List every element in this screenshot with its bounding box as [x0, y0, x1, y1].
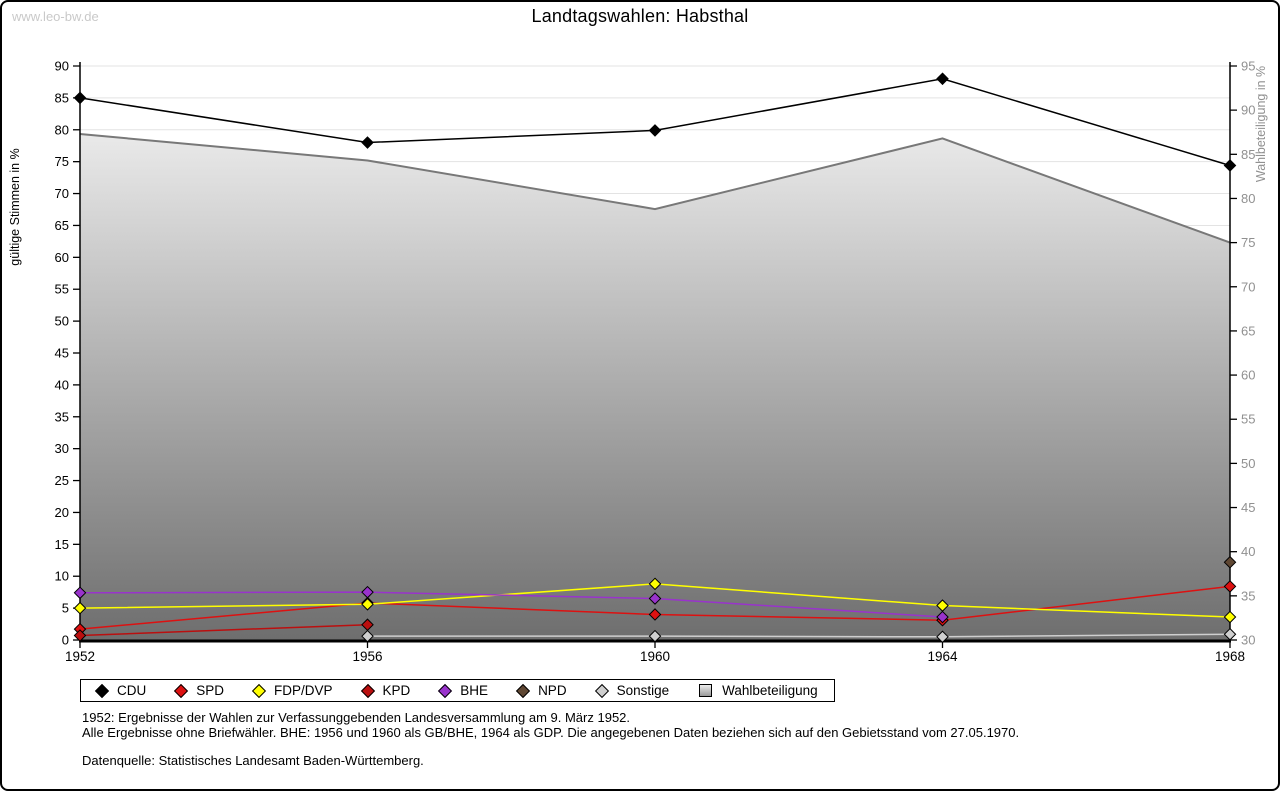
kpd-marker-icon: [360, 683, 375, 698]
fdp-dvp-marker-icon: [251, 683, 267, 698]
svg-text:85: 85: [55, 90, 69, 105]
svg-text:1960: 1960: [640, 649, 670, 664]
series-fdp-dvp: [73, 577, 1237, 624]
svg-text:15: 15: [55, 537, 69, 552]
data-source-note: Datenquelle: Statistisches Landesamt Bad…: [82, 753, 424, 768]
series-bhe: [73, 585, 949, 624]
svg-text:55: 55: [55, 282, 69, 297]
left-axis-ticks: 0 5 10 15 20 25 30 35 40 45 50 55 60 65 …: [55, 59, 80, 648]
svg-text:70: 70: [1241, 279, 1255, 294]
chart-legend: CDU SPD FDP/DVP KPD BHE NPD Sonstige Wahlbeteil…: [80, 679, 835, 702]
series-kpd: [73, 618, 374, 642]
svg-text:80: 80: [1241, 191, 1255, 206]
svg-text:1964: 1964: [927, 649, 958, 664]
series-wahlbeteiligung: [79, 133, 1231, 640]
cdu-marker-icon: [94, 683, 110, 698]
legend-item-sonstige: Sonstige: [594, 683, 670, 698]
svg-text:5: 5: [62, 601, 69, 616]
page-title: Landtagswahlen: Habsthal: [531, 6, 749, 26]
svg-text:35: 35: [1241, 588, 1255, 603]
bhe-marker-icon: [438, 683, 453, 698]
site-watermark: www.leo-bw.de: [12, 9, 99, 24]
svg-text:70: 70: [55, 186, 69, 201]
legend-label: KPD: [382, 683, 411, 698]
series-npd: [1223, 555, 1237, 569]
legend-item-kpd: KPD: [360, 683, 411, 698]
svg-text:30: 30: [55, 441, 69, 456]
svg-text:50: 50: [55, 314, 69, 329]
legend-label: CDU: [117, 683, 147, 698]
svg-text:65: 65: [55, 218, 69, 233]
right-axis-title: Wahlbeteiligung in %: [1254, 66, 1268, 182]
svg-text:0: 0: [62, 633, 69, 648]
svg-text:40: 40: [1241, 544, 1255, 559]
legend-label: FDP/DVP: [274, 683, 333, 698]
svg-text:1956: 1956: [352, 649, 382, 664]
sonstige-marker-icon: [594, 683, 609, 698]
footnote-line-1: 1952: Ergebnisse der Wahlen zur Verfassu…: [82, 710, 631, 725]
wahlbeteiligung-marker-icon: [699, 684, 713, 697]
legend-item-npd: NPD: [515, 683, 567, 698]
legend-label: NPD: [538, 683, 567, 698]
election-line-chart: 0 5 10 15 20 25 30 35 40 45 50 55 60 65 …: [8, 59, 1268, 665]
svg-text:20: 20: [55, 505, 69, 520]
legend-label: BHE: [460, 683, 489, 698]
svg-text:45: 45: [55, 346, 69, 361]
legend-item-fdp-dvp: FDP/DVP: [251, 683, 333, 698]
svg-text:60: 60: [1241, 368, 1255, 383]
svg-text:55: 55: [1241, 412, 1255, 427]
svg-text:85: 85: [1241, 147, 1255, 162]
svg-text:50: 50: [1241, 456, 1255, 471]
legend-label: SPD: [196, 683, 225, 698]
svg-text:90: 90: [55, 59, 69, 74]
svg-text:45: 45: [1241, 500, 1255, 515]
legend-item-cdu: CDU: [94, 683, 147, 698]
svg-text:35: 35: [55, 409, 69, 424]
svg-text:75: 75: [1241, 235, 1255, 250]
legend-item-wahlbeteiligung: Wahlbeteiligung: [699, 683, 818, 698]
footnote-line-2: Alle Ergebnisse ohne Briefwähler. BHE: 1…: [82, 725, 1020, 740]
right-axis-ticks: 30 35 40 45 50 55 60 65 70 75 80 85 90 9…: [1230, 59, 1255, 648]
svg-text:1968: 1968: [1215, 649, 1245, 664]
npd-marker-icon: [515, 683, 531, 698]
legend-item-bhe: BHE: [438, 683, 489, 698]
legend-label: Sonstige: [616, 683, 670, 698]
svg-text:95: 95: [1241, 59, 1255, 74]
svg-text:30: 30: [1241, 633, 1255, 648]
chart-footnotes: 1952: Ergebnisse der Wahlen zur Verfassu…: [82, 710, 1258, 768]
svg-text:75: 75: [55, 154, 69, 169]
svg-text:1952: 1952: [65, 649, 95, 664]
svg-text:60: 60: [55, 250, 69, 265]
left-axis-title: gültige Stimmen in %: [8, 148, 22, 265]
svg-text:90: 90: [1241, 103, 1255, 118]
spd-marker-icon: [174, 683, 189, 698]
legend-item-spd: SPD: [174, 683, 225, 698]
svg-text:65: 65: [1241, 323, 1255, 338]
x-axis-ticks: 1952 1956 1960 1964 1968: [65, 641, 1245, 664]
svg-text:40: 40: [55, 377, 69, 392]
svg-text:10: 10: [55, 569, 69, 584]
legend-label: Wahlbeteiligung: [722, 683, 818, 698]
svg-text:25: 25: [55, 473, 69, 488]
series-cdu: [73, 72, 1237, 172]
svg-text:80: 80: [55, 122, 69, 137]
series-sonstige: [361, 627, 1237, 644]
